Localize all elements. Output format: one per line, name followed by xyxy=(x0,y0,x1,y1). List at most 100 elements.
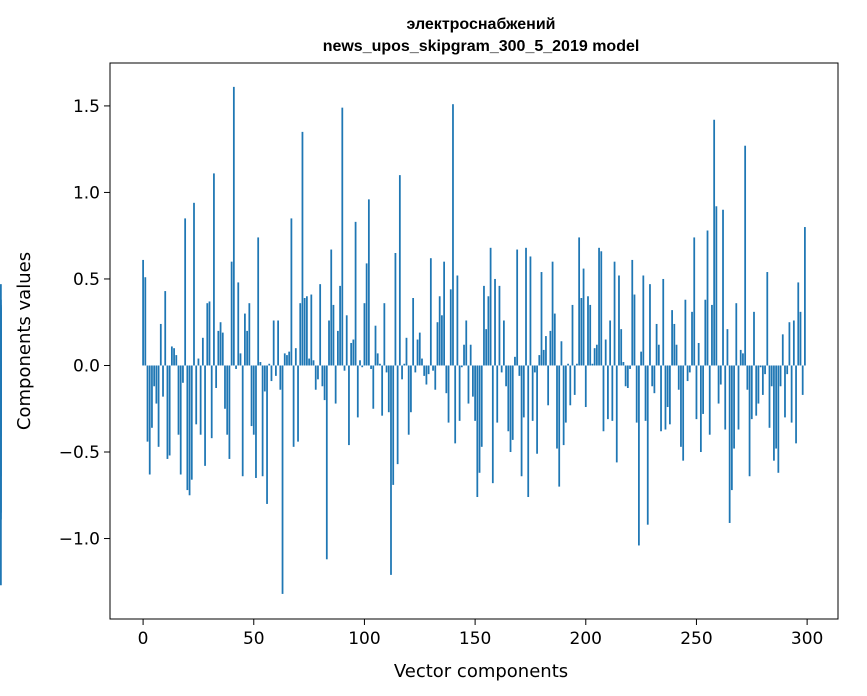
x-tick-label: 300 xyxy=(791,629,823,649)
bar xyxy=(739,349,742,366)
bar xyxy=(593,348,596,366)
bar xyxy=(653,365,656,394)
bar xyxy=(713,119,716,366)
bar xyxy=(602,365,605,432)
bar xyxy=(277,320,279,366)
bar xyxy=(423,365,426,376)
bar xyxy=(186,365,189,491)
bar xyxy=(768,365,771,428)
bar xyxy=(268,363,271,366)
x-axis-label: Vector components xyxy=(394,661,568,682)
bar xyxy=(569,365,572,406)
chart-title-line-2: news_upos_skipgram_300_5_2019 model xyxy=(323,38,640,55)
bar xyxy=(381,365,384,416)
bar xyxy=(405,337,408,366)
bar xyxy=(339,285,341,366)
bar xyxy=(662,278,665,366)
bar xyxy=(199,365,202,435)
bar xyxy=(359,360,361,366)
bar xyxy=(164,291,167,366)
bar xyxy=(527,365,530,498)
bar xyxy=(188,365,191,496)
bar xyxy=(416,339,419,366)
bar xyxy=(195,365,198,425)
bar xyxy=(624,365,627,387)
bar xyxy=(604,339,607,366)
bar xyxy=(666,365,669,408)
bar xyxy=(773,365,775,461)
bar xyxy=(644,365,647,421)
bar xyxy=(299,303,302,366)
y-tick-label: 1.0 xyxy=(73,183,100,203)
bar xyxy=(0,365,2,437)
bar xyxy=(542,349,545,366)
y-tick-label: 1.5 xyxy=(73,97,100,117)
bar xyxy=(275,365,277,376)
bar xyxy=(657,344,660,366)
bar xyxy=(232,86,235,366)
bar xyxy=(775,365,778,449)
bar xyxy=(401,365,403,380)
bar xyxy=(321,365,324,387)
bar xyxy=(157,365,160,447)
bar xyxy=(677,365,680,390)
x-axis-ticks: 0 50 100 150 200 250 300 xyxy=(138,619,823,649)
bar xyxy=(514,356,516,366)
bar xyxy=(383,303,386,366)
bar xyxy=(250,365,253,427)
bar xyxy=(215,365,218,388)
bar xyxy=(354,221,357,366)
bar xyxy=(142,259,144,366)
bar xyxy=(246,330,249,366)
bar xyxy=(777,365,780,473)
bar xyxy=(230,261,233,366)
bar xyxy=(478,365,481,473)
bar xyxy=(179,365,182,475)
plot-frame xyxy=(109,62,839,620)
bar xyxy=(799,311,802,366)
bar xyxy=(162,365,164,397)
bar xyxy=(571,304,574,366)
bar xyxy=(615,365,618,463)
bar xyxy=(578,237,581,366)
bar xyxy=(626,365,629,388)
bar xyxy=(770,365,773,387)
bar xyxy=(336,330,339,366)
bar xyxy=(257,237,260,366)
bar xyxy=(742,353,744,366)
x-tick-label: 200 xyxy=(570,629,602,649)
bar xyxy=(790,365,793,423)
bar xyxy=(429,258,432,366)
bar xyxy=(148,365,151,475)
bar xyxy=(688,365,691,373)
bar xyxy=(750,365,753,420)
bar xyxy=(673,323,676,366)
bar xyxy=(792,320,795,366)
bar xyxy=(485,329,488,366)
bar xyxy=(361,365,364,368)
bar xyxy=(702,365,704,414)
bar xyxy=(549,330,552,366)
bar xyxy=(175,355,178,366)
bar xyxy=(418,332,421,366)
bar xyxy=(467,365,470,404)
bar xyxy=(498,285,501,366)
bar xyxy=(682,365,685,461)
bar xyxy=(522,365,525,418)
bar xyxy=(556,365,558,449)
bar xyxy=(609,320,612,366)
bar xyxy=(144,277,147,366)
bar xyxy=(443,261,445,366)
bar xyxy=(241,365,244,477)
bar xyxy=(219,322,222,366)
bar xyxy=(288,351,291,366)
bar xyxy=(795,365,797,444)
bar xyxy=(487,296,490,366)
bar xyxy=(595,344,598,366)
bar xyxy=(598,247,600,366)
bar xyxy=(190,365,193,480)
bar xyxy=(638,365,640,546)
bar xyxy=(735,303,738,366)
bar xyxy=(529,256,532,366)
y-axis-label: Components values xyxy=(14,252,35,430)
